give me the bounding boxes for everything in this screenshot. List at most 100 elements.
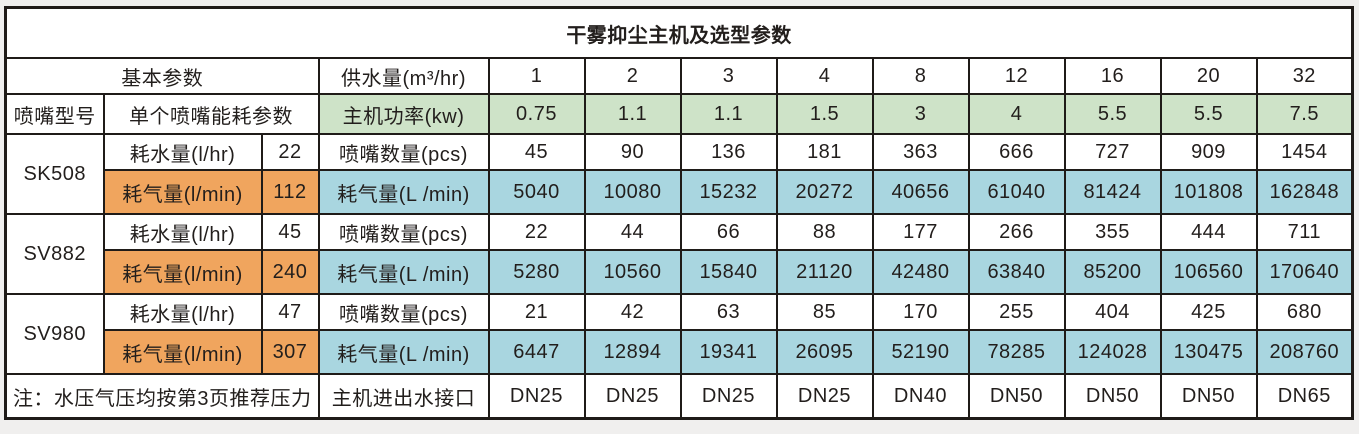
selection-parameters-table: 干雾抑尘主机及选型参数 基本参数 供水量(m³/hr) 1 2 3 4 8 12… [4, 6, 1355, 420]
nozzle-count: 363 [871, 133, 970, 171]
air-consumption-label: 耗气量(l/min) [102, 249, 263, 295]
nozzle-count-label: 喷嘴数量(pcs) [317, 293, 490, 331]
air-consumption-value: 240 [260, 249, 320, 295]
nozzle-model-header: 喷嘴型号 [4, 93, 105, 135]
connection-size: DN25 [583, 373, 682, 420]
model-water-row: SV980 耗水量(l/hr) 47 喷嘴数量(pcs) 21 42 63 85… [4, 293, 1354, 375]
air-total: 19341 [679, 329, 778, 375]
single-nozzle-header: 单个喷嘴能耗参数 [102, 93, 320, 135]
water-consumption-value: 22 [260, 133, 320, 171]
nozzle-count: 21 [487, 293, 586, 331]
power-value: 1.1 [679, 93, 778, 135]
nozzle-count: 680 [1255, 293, 1354, 331]
power-value: 1.5 [775, 93, 874, 135]
power-row: 喷嘴型号 单个喷嘴能耗参数 主机功率(kw) 0.75 1.1 1.1 1.5 … [4, 93, 1354, 135]
nozzle-count: 1454 [1255, 133, 1354, 171]
nozzle-count: 444 [1159, 213, 1258, 251]
air-total: 162848 [1255, 169, 1354, 215]
nozzle-count: 909 [1159, 133, 1258, 171]
air-total: 208760 [1255, 329, 1354, 375]
water-consumption-label: 耗水量(l/hr) [102, 213, 263, 251]
air-total: 130475 [1159, 329, 1258, 375]
water-supply-value: 32 [1255, 57, 1354, 95]
basic-params-header: 基本参数 [4, 57, 320, 95]
power-value: 0.75 [487, 93, 586, 135]
water-supply-row: 基本参数 供水量(m³/hr) 1 2 3 4 8 12 16 20 32 [4, 57, 1354, 95]
air-consumption-value: 307 [260, 329, 320, 375]
air-total: 81424 [1063, 169, 1162, 215]
connection-size: DN50 [1063, 373, 1162, 420]
air-total: 42480 [871, 249, 970, 295]
air-consumption-value: 112 [260, 169, 320, 215]
spec-sheet: 干雾抑尘主机及选型参数 基本参数 供水量(m³/hr) 1 2 3 4 8 12… [4, 6, 1355, 420]
air-total: 106560 [1159, 249, 1258, 295]
air-total: 61040 [967, 169, 1066, 215]
air-total: 170640 [1255, 249, 1354, 295]
air-total: 10080 [583, 169, 682, 215]
air-total: 10560 [583, 249, 682, 295]
air-total: 12894 [583, 329, 682, 375]
nozzle-count: 255 [967, 293, 1066, 331]
connection-size: DN25 [679, 373, 778, 420]
water-supply-value: 8 [871, 57, 970, 95]
water-supply-value: 3 [679, 57, 778, 95]
air-total: 101808 [1159, 169, 1258, 215]
water-supply-value: 4 [775, 57, 874, 95]
pressure-note: 注：水压气压均按第3页推荐压力 [4, 373, 320, 420]
nozzle-count: 63 [679, 293, 778, 331]
power-label: 主机功率(kw) [317, 93, 490, 135]
air-total: 15232 [679, 169, 778, 215]
air-total: 26095 [775, 329, 874, 375]
nozzle-count: 404 [1063, 293, 1162, 331]
air-total: 5040 [487, 169, 586, 215]
connection-size: DN25 [487, 373, 586, 420]
nozzle-count: 727 [1063, 133, 1162, 171]
nozzle-count: 66 [679, 213, 778, 251]
model-water-row: SK508 耗水量(l/hr) 22 喷嘴数量(pcs) 45 90 136 1… [4, 133, 1354, 215]
nozzle-count: 136 [679, 133, 778, 171]
model-name: SK508 [4, 133, 105, 215]
nozzle-count-label: 喷嘴数量(pcs) [317, 133, 490, 171]
water-consumption-value: 45 [260, 213, 320, 251]
air-total: 78285 [967, 329, 1066, 375]
footer-row: 注：水压气压均按第3页推荐压力 主机进出水接口 DN25 DN25 DN25 D… [4, 373, 1354, 420]
power-value: 5.5 [1159, 93, 1258, 135]
water-supply-value: 2 [583, 57, 682, 95]
air-total-label: 耗气量(L /min) [317, 249, 490, 295]
connection-size: DN40 [871, 373, 970, 420]
air-total: 15840 [679, 249, 778, 295]
air-total: 5280 [487, 249, 586, 295]
model-air-row: 耗气量(l/min) 307 耗气量(L /min) 6447 12894 19… [6, 329, 1354, 375]
nozzle-count: 177 [871, 213, 970, 251]
nozzle-count-label: 喷嘴数量(pcs) [317, 213, 490, 251]
air-total-label: 耗气量(L /min) [317, 169, 490, 215]
nozzle-count: 711 [1255, 213, 1354, 251]
power-value: 7.5 [1255, 93, 1354, 135]
water-supply-value: 12 [967, 57, 1066, 95]
air-total: 52190 [871, 329, 970, 375]
nozzle-count: 181 [775, 133, 874, 171]
nozzle-count: 88 [775, 213, 874, 251]
water-consumption-label: 耗水量(l/hr) [102, 293, 263, 331]
nozzle-count: 266 [967, 213, 1066, 251]
water-supply-value: 16 [1063, 57, 1162, 95]
model-air-row: 耗气量(l/min) 240 耗气量(L /min) 5280 10560 15… [6, 249, 1354, 295]
air-total: 85200 [1063, 249, 1162, 295]
model-water-row: SV882 耗水量(l/hr) 45 喷嘴数量(pcs) 22 44 66 88… [4, 213, 1354, 295]
table-title: 干雾抑尘主机及选型参数 [4, 6, 1354, 59]
connection-label: 主机进出水接口 [317, 373, 490, 420]
nozzle-count: 666 [967, 133, 1066, 171]
nozzle-count: 170 [871, 293, 970, 331]
air-total: 124028 [1063, 329, 1162, 375]
air-consumption-label: 耗气量(l/min) [102, 329, 263, 375]
model-name: SV980 [4, 293, 105, 375]
power-value: 5.5 [1063, 93, 1162, 135]
power-value: 4 [967, 93, 1066, 135]
model-air-row: 耗气量(l/min) 112 耗气量(L /min) 5040 10080 15… [6, 169, 1354, 215]
nozzle-count: 45 [487, 133, 586, 171]
connection-size: DN65 [1255, 373, 1354, 420]
air-total: 20272 [775, 169, 874, 215]
nozzle-count: 42 [583, 293, 682, 331]
nozzle-count: 85 [775, 293, 874, 331]
air-total: 6447 [487, 329, 586, 375]
